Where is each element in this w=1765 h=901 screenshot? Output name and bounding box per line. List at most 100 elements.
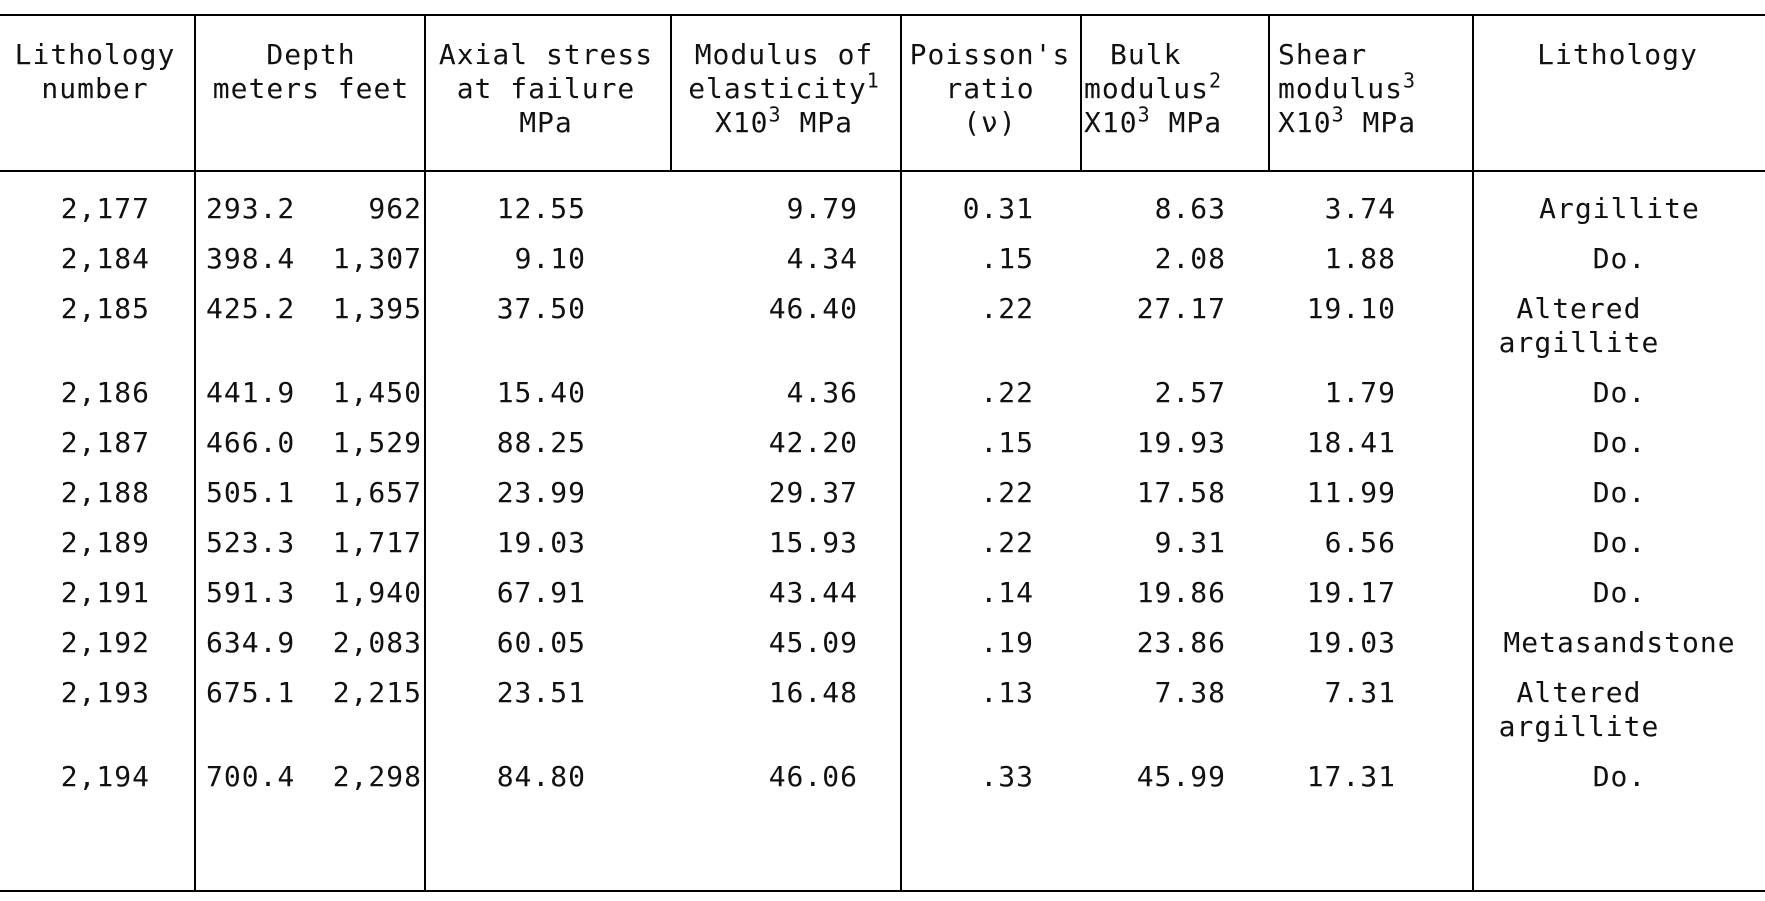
cell-depth-meters: 700.4 [206,760,296,793]
cell-bulk-modulus: 19.93 [1136,426,1226,459]
header-lithology: Lithology [1537,38,1698,71]
header-bulk-line3: X10 [1084,106,1138,139]
cell-modulus-elasticity: 15.93 [768,526,858,559]
cell-modulus-elasticity: 16.48 [768,676,858,709]
cell-lithology-number: 2,192 [60,626,150,659]
cell-lithology-number: 2,177 [60,192,150,225]
cell-bulk-modulus: 8.63 [1154,192,1226,225]
cell-shear-modulus: 19.10 [1306,292,1396,325]
cell-depth-meters: 523.3 [206,526,296,559]
cell-poissons-ratio: .15 [980,426,1034,459]
footnote-marker-2: 2 [1209,68,1223,93]
cell-modulus-elasticity: 43.44 [768,576,858,609]
exponent-marker: 3 [1137,102,1151,127]
column-divider [194,16,196,890]
table-bottom-rule [0,890,1765,892]
footnote-marker-1: 1 [866,68,880,93]
cell-poissons-ratio: 0.31 [962,192,1034,225]
cell-modulus-elasticity: 9.79 [786,192,858,225]
cell-lithology-number: 2,191 [60,576,150,609]
cell-shear-modulus: 1.88 [1324,242,1396,275]
cell-axial-stress: 12.55 [496,192,586,225]
cell-shear-modulus: 11.99 [1306,476,1396,509]
cell-depth-meters: 293.2 [206,192,296,225]
cell-shear-modulus: 1.79 [1324,376,1396,409]
cell-depth-feet: 1,395 [332,292,422,325]
header-bottom-rule [0,170,1765,172]
cell-lithology-number: 2,194 [60,760,150,793]
cell-depth-meters: 675.1 [206,676,296,709]
cell-axial-stress: 23.99 [496,476,586,509]
cell-lithology-number: 2,188 [60,476,150,509]
cell-bulk-modulus: 17.58 [1136,476,1226,509]
header-depth-units: meters feet [212,72,410,105]
cell-bulk-modulus: 9.31 [1154,526,1226,559]
cell-poissons-ratio: .14 [980,576,1034,609]
header-shear-line3: X10 [1278,106,1332,139]
cell-depth-meters: 634.9 [206,626,296,659]
cell-lithology: Do. [1592,476,1647,509]
cell-lithology-continued: argillite [1498,710,1660,743]
cell-modulus-elasticity: 45.09 [768,626,858,659]
cell-depth-feet: 1,450 [332,376,422,409]
cell-poissons-ratio: .22 [980,476,1034,509]
footnote-marker-3: 3 [1403,68,1417,93]
header-modulus-line2: elasticity [688,72,867,105]
cell-depth-feet: 2,298 [332,760,422,793]
header-shear-line1: Shear [1278,38,1368,71]
cell-modulus-elasticity: 4.36 [786,376,858,409]
cell-bulk-modulus: 2.57 [1154,376,1226,409]
cell-poissons-ratio: .13 [980,676,1034,709]
header-modulus-unit: MPa [781,106,854,139]
header-depth: Depth [266,38,356,71]
header-shear-modulus: Shear modulus3 X103 MPa [1278,38,1468,140]
cell-modulus-elasticity: 29.37 [768,476,858,509]
cell-depth-meters: 425.2 [206,292,296,325]
cell-lithology-number: 2,184 [60,242,150,275]
cell-bulk-modulus: 23.86 [1136,626,1226,659]
cell-depth-feet: 1,307 [332,242,422,275]
cell-axial-stress: 37.50 [496,292,586,325]
cell-bulk-modulus: 45.99 [1136,760,1226,793]
header-shear-unit: MPa [1344,106,1417,139]
header-modulus-line3: X10 [714,106,769,139]
cell-poissons-ratio: .15 [980,242,1034,275]
header-bulk-unit: MPa [1150,106,1223,139]
header-modulus-elasticity: Modulus of elasticity1 X103 MPa [666,38,902,140]
cell-lithology: Do. [1592,760,1647,793]
cell-lithology: Do. [1592,376,1647,409]
cell-poissons-ratio: .22 [980,526,1034,559]
cell-lithology: Do. [1592,242,1647,275]
cell-bulk-modulus: 27.17 [1136,292,1226,325]
header-poissons-ratio: Poisson's ratio (ν) [909,38,1071,139]
cell-lithology: Do. [1592,576,1647,609]
cell-shear-modulus: 17.31 [1306,760,1396,793]
cell-lithology: Altered [1516,676,1642,709]
cell-lithology: Do. [1592,426,1647,459]
cell-poissons-ratio: .19 [980,626,1034,659]
cell-depth-meters: 441.9 [206,376,296,409]
cell-lithology-number: 2,193 [60,676,150,709]
cell-poissons-ratio: .22 [980,292,1034,325]
cell-lithology: Argillite [1539,192,1700,225]
cell-depth-feet: 1,717 [332,526,422,559]
cell-depth-feet: 2,215 [332,676,422,709]
cell-lithology: Metasandstone [1503,626,1736,659]
column-divider [900,16,902,890]
column-divider [1080,16,1082,170]
cell-shear-modulus: 19.03 [1306,626,1396,659]
header-axial-stress: Axial stress at failure MPa [438,38,654,139]
cell-modulus-elasticity: 4.34 [786,242,858,275]
cell-shear-modulus: 3.74 [1324,192,1396,225]
cell-modulus-elasticity: 42.20 [768,426,858,459]
header-shear-line2: modulus [1278,72,1404,105]
cell-lithology-number: 2,189 [60,526,150,559]
exponent-marker: 3 [1331,102,1345,127]
cell-depth-meters: 466.0 [206,426,296,459]
cell-lithology: Altered [1516,292,1642,325]
cell-depth-meters: 505.1 [206,476,296,509]
cell-bulk-modulus: 19.86 [1136,576,1226,609]
cell-depth-feet: 2,083 [332,626,422,659]
cell-depth-feet: 962 [368,192,422,225]
